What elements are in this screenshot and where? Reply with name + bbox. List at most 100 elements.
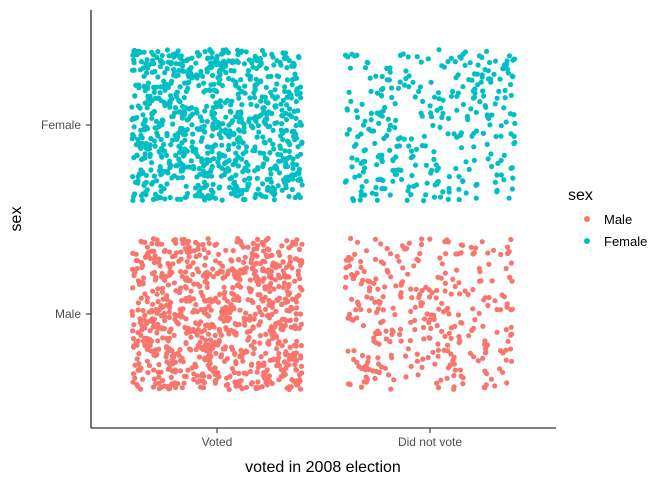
data-point [358,365,365,371]
data-point [151,367,157,373]
data-point [289,187,295,193]
data-point [138,259,145,266]
data-point [134,266,140,272]
legend-swatch-female [584,238,590,244]
data-point [144,244,150,250]
data-point [250,351,256,357]
data-point [480,88,486,94]
data-point [368,110,374,116]
data-point [406,143,412,149]
data-point [227,176,233,182]
data-point [145,370,151,376]
data-point [254,81,260,87]
data-point [348,235,354,242]
data-point [189,144,195,150]
data-point [437,255,443,261]
data-point [511,140,517,147]
data-point [226,184,233,190]
data-point [271,286,277,292]
data-point [230,297,237,303]
data-point [387,122,393,128]
data-point [160,285,166,291]
data-point [377,176,384,182]
data-point [412,162,419,168]
data-point [445,342,451,348]
data-point [509,73,515,79]
data-point [140,169,146,175]
data-point [433,295,439,301]
data-point [151,260,157,266]
data-point [231,141,237,147]
data-point [436,96,442,102]
data-point [283,160,289,166]
data-point [156,260,162,266]
data-point [349,271,355,278]
data-point [417,250,423,257]
data-point [283,55,289,61]
data-point [448,325,454,331]
data-point [140,338,146,344]
data-point [177,368,184,374]
data-point [201,184,207,190]
data-point [179,140,185,146]
data-point [503,357,509,363]
data-point [195,342,201,348]
data-point [236,144,242,150]
data-point [359,352,366,359]
data-point [408,192,414,198]
data-point [434,380,440,386]
data-point [455,312,462,318]
data-point [380,108,386,114]
data-point [150,288,156,294]
data-point [293,357,300,364]
data-point [286,281,292,288]
data-point [495,160,501,166]
data-point [210,368,216,374]
data-point [238,110,244,116]
data-point [191,376,197,383]
data-point [261,275,267,282]
data-point [439,261,445,267]
data-point [225,147,232,153]
data-point [380,294,386,300]
data-point [219,51,225,57]
data-point [193,346,199,353]
data-point [247,95,253,101]
data-point [143,179,149,185]
data-point [293,299,299,305]
data-point [175,162,181,168]
data-point [155,298,161,305]
data-point [219,142,225,148]
data-point [182,269,189,275]
data-point [176,156,182,162]
data-point [408,155,414,161]
data-point [293,367,299,373]
data-point [268,171,274,177]
data-point [193,185,199,191]
data-point [223,326,229,332]
data-point [242,177,248,183]
data-point [241,125,247,131]
data-point [393,283,399,289]
data-point [129,104,135,110]
data-point [176,289,182,295]
data-point [165,282,171,288]
data-point [213,350,219,356]
data-point [361,268,367,275]
data-point [228,307,234,313]
data-point [154,330,160,336]
data-point [222,274,228,280]
data-point [263,331,269,337]
data-point [471,250,477,256]
data-point [509,278,515,284]
data-point [160,142,167,148]
data-point [372,236,378,242]
data-point [193,74,200,80]
data-point [190,260,196,266]
data-point [497,366,503,372]
data-point [358,281,364,287]
data-point [149,241,155,247]
data-point [295,144,301,150]
data-point [282,148,288,154]
data-point [130,343,137,349]
